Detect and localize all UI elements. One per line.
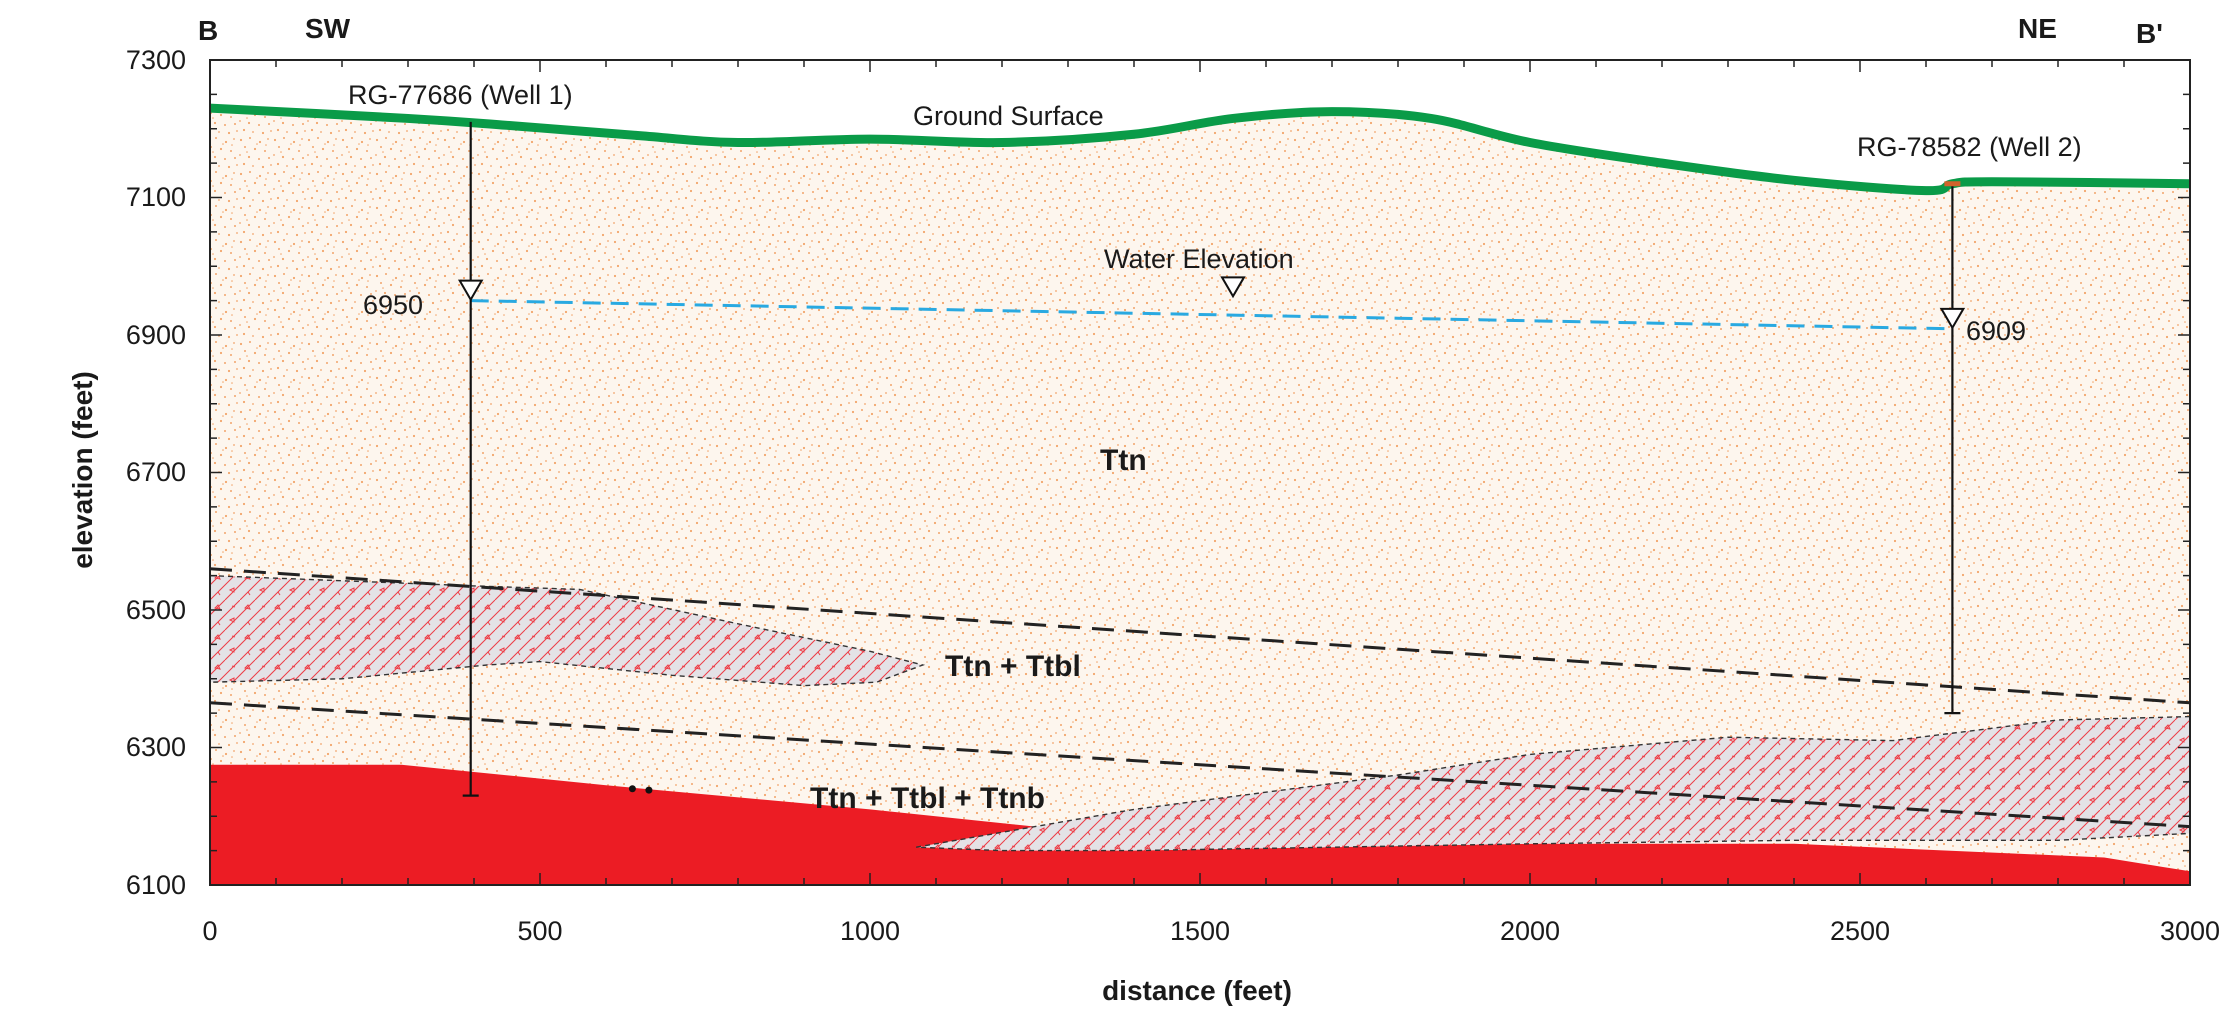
section-left-letter: B	[198, 15, 218, 46]
ground-surface-label: Ground Surface	[913, 101, 1104, 131]
unit-label-ttn-ttbl-ttnb: Ttn + Ttbl + Ttnb	[810, 782, 1045, 815]
x-tick-label: 2000	[1500, 916, 1560, 946]
ttnb-basalt-unit	[210, 764, 2190, 885]
well-2-water-level-label: 6909	[1966, 316, 2026, 346]
section-right-letter: B'	[2136, 18, 2163, 49]
y-tick-label: 6500	[126, 595, 186, 625]
basalt-dot	[628, 785, 636, 793]
x-tick-label: 0	[202, 916, 217, 946]
x-tick-label: 500	[517, 916, 562, 946]
unit-label-ttn-ttbl: Ttn + Ttbl	[945, 650, 1081, 683]
well-2-name: RG-78582 (Well 2)	[1857, 132, 2082, 162]
basalt-dot	[645, 786, 653, 794]
x-tick-label: 1500	[1170, 916, 1230, 946]
section-right-direction: NE	[2018, 13, 2057, 44]
x-tick-label: 3000	[2160, 916, 2220, 946]
y-axis-title: elevation (feet)	[67, 371, 98, 569]
well-2-water-level-marker	[1939, 307, 1966, 330]
well-1-name: RG-77686 (Well 1)	[348, 80, 573, 110]
geologic-units	[210, 108, 2190, 885]
section-left-direction: SW	[305, 13, 351, 44]
y-tick-label: 6300	[126, 732, 186, 762]
well-1-water-level-marker	[457, 279, 484, 302]
water-elevation-label: Water Elevation	[1104, 244, 1294, 274]
x-tick-label: 1000	[840, 916, 900, 946]
ground-surface-line	[210, 103, 2190, 196]
ttbl-lens-upper	[210, 574, 926, 687]
ttbl-lens-lower	[916, 715, 2190, 852]
tick-marks	[209, 59, 2191, 886]
x-axis-title: distance (feet)	[1102, 975, 1292, 1006]
contact-line-2	[210, 701, 2190, 829]
y-tick-label: 7300	[126, 45, 186, 75]
y-tick-label: 6100	[126, 870, 186, 900]
contacts-and-surfaces	[210, 103, 2190, 829]
ttn-sand-unit	[210, 108, 2190, 885]
x-tick-label: 2500	[1830, 916, 1890, 946]
unit-label-ttn: Ttn	[1100, 444, 1147, 477]
contact-line-1	[210, 567, 2190, 705]
y-tick-label: 7100	[126, 182, 186, 212]
well-1-water-level-label: 6950	[363, 290, 423, 320]
wells	[457, 121, 1966, 797]
water-table-line	[470, 299, 1953, 331]
water-elevation-symbol	[1220, 276, 1246, 299]
y-tick-label: 6900	[126, 320, 186, 350]
y-tick-label: 6700	[126, 457, 186, 487]
